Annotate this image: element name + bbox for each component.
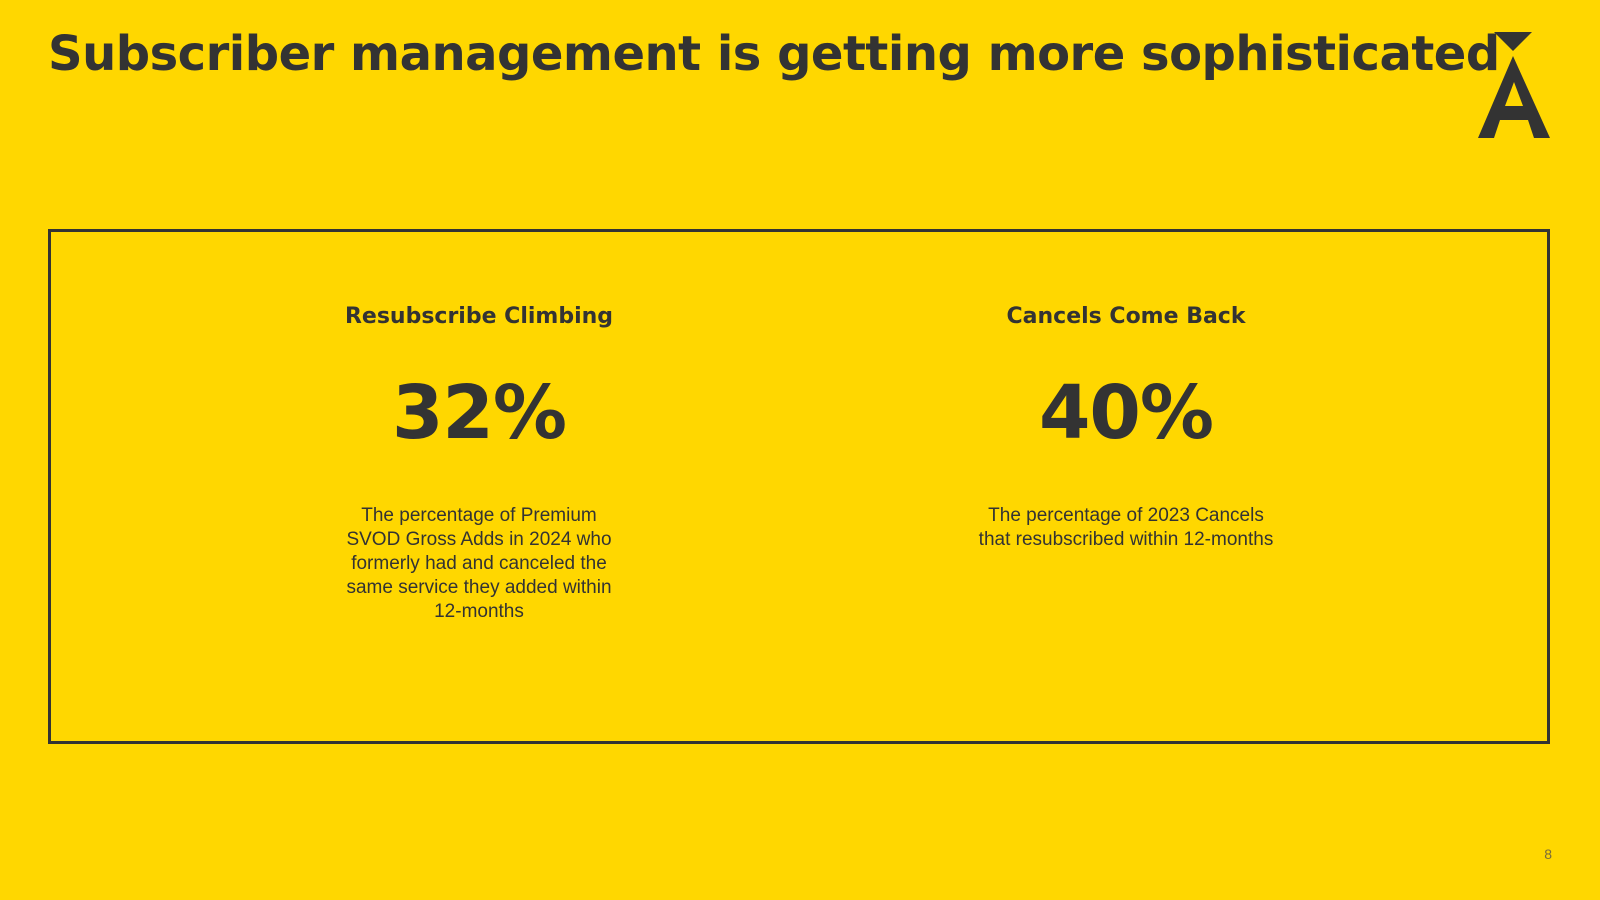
slide-title: Subscriber management is getting more so… bbox=[48, 26, 1500, 82]
page-number: 8 bbox=[1544, 846, 1552, 862]
stat-value: 32% bbox=[391, 370, 567, 456]
stat-heading: Cancels Come Back bbox=[1006, 304, 1246, 329]
stat-description: The percentage of 2023 Cancels that resu… bbox=[978, 505, 1274, 550]
stat-cancels-come-back: Cancels Come Back 40% The percentage of … bbox=[906, 302, 1346, 552]
stats-panel: Resubscribe Climbing 32% The percentage … bbox=[48, 229, 1550, 744]
stat-value: 40% bbox=[1038, 370, 1214, 456]
stat-resubscribe-climbing: Resubscribe Climbing 32% The percentage … bbox=[259, 302, 699, 624]
stat-heading: Resubscribe Climbing bbox=[344, 304, 614, 329]
stat-description: The percentage of Premium SVOD Gross Add… bbox=[346, 505, 612, 622]
triangle-a-logo-icon bbox=[1478, 32, 1550, 138]
